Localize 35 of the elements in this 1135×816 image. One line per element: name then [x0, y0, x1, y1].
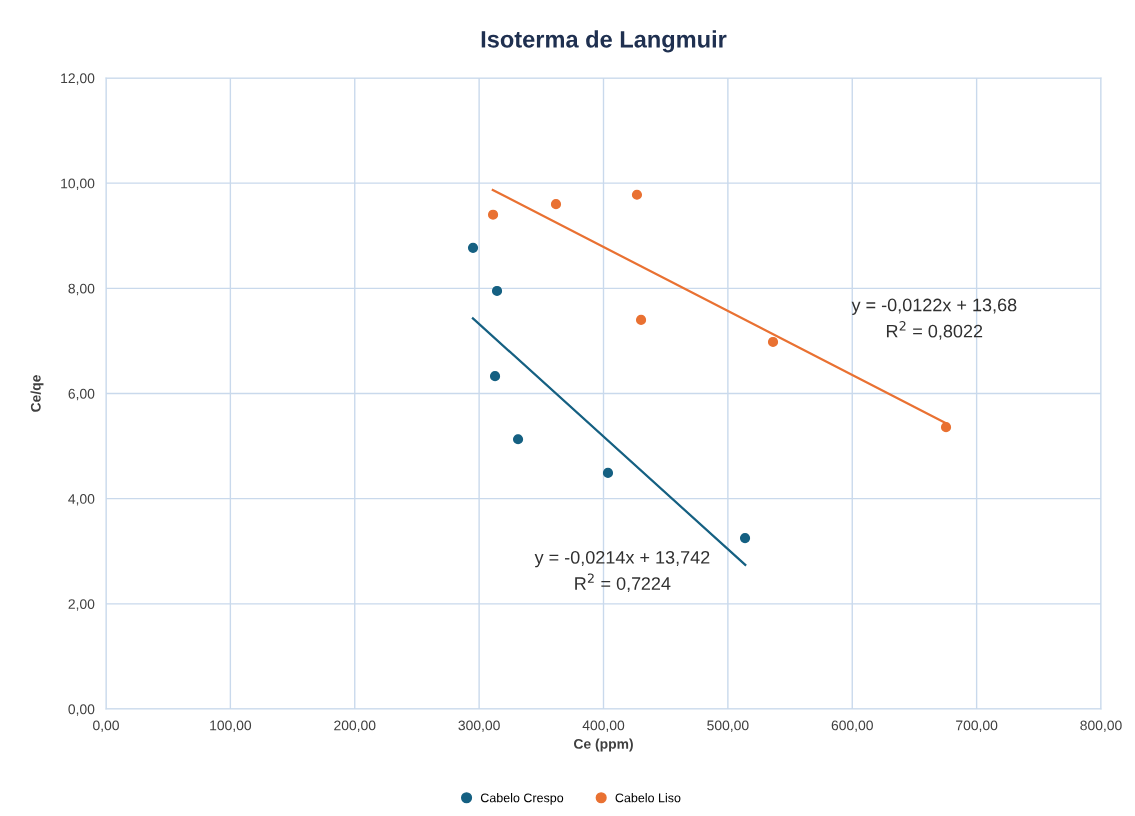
y-tick-label: 0,00 — [68, 704, 95, 716]
point — [739, 533, 751, 544]
point — [487, 209, 499, 220]
point — [635, 314, 647, 325]
x-tick-label: 300,00 — [458, 720, 500, 732]
x-tick-label: 0,00 — [93, 720, 119, 732]
x-tick-label: 200,00 — [334, 720, 376, 732]
point — [467, 242, 479, 253]
point — [491, 285, 503, 297]
x-tick-label: 700,00 — [956, 720, 998, 732]
point — [940, 422, 952, 433]
point — [489, 371, 501, 382]
y-tick-label: 8,00 — [68, 283, 95, 296]
x-tick-label: 600,00 — [831, 720, 873, 732]
legend-label: Cabelo Liso — [615, 793, 681, 803]
point — [631, 189, 643, 200]
legend-label: Cabelo Crespo — [480, 793, 564, 805]
annotation: y = -0,0122x + 13,68 R$^{2}$ = 0,8022 — [851, 298, 1017, 340]
point — [512, 434, 524, 445]
annotation: y = -0,0214x + 13,742 R$^{2}$ = 0,7224 — [534, 550, 710, 593]
x-tick-label: 800,00 — [1080, 720, 1122, 732]
y-tick-label: 12,00 — [61, 73, 95, 85]
x-tick-label: 400,00 — [582, 720, 625, 732]
point — [767, 336, 779, 348]
chart-title: Isoterma de Langmuir — [481, 30, 727, 53]
x-tick-label: 100,00 — [210, 720, 252, 732]
x-tick-label: 500,00 — [707, 720, 749, 732]
y-tick-label: 2,00 — [68, 599, 95, 611]
y-tick-label: 4,00 — [68, 494, 95, 506]
y-tick-label: 6,00 — [68, 388, 95, 401]
x-axis-title: Ce (ppm) — [573, 738, 633, 752]
y-axis-title: Ce/qe — [30, 375, 44, 412]
point — [550, 199, 562, 210]
point — [602, 467, 614, 478]
y-tick-label: 10,00 — [61, 178, 95, 190]
